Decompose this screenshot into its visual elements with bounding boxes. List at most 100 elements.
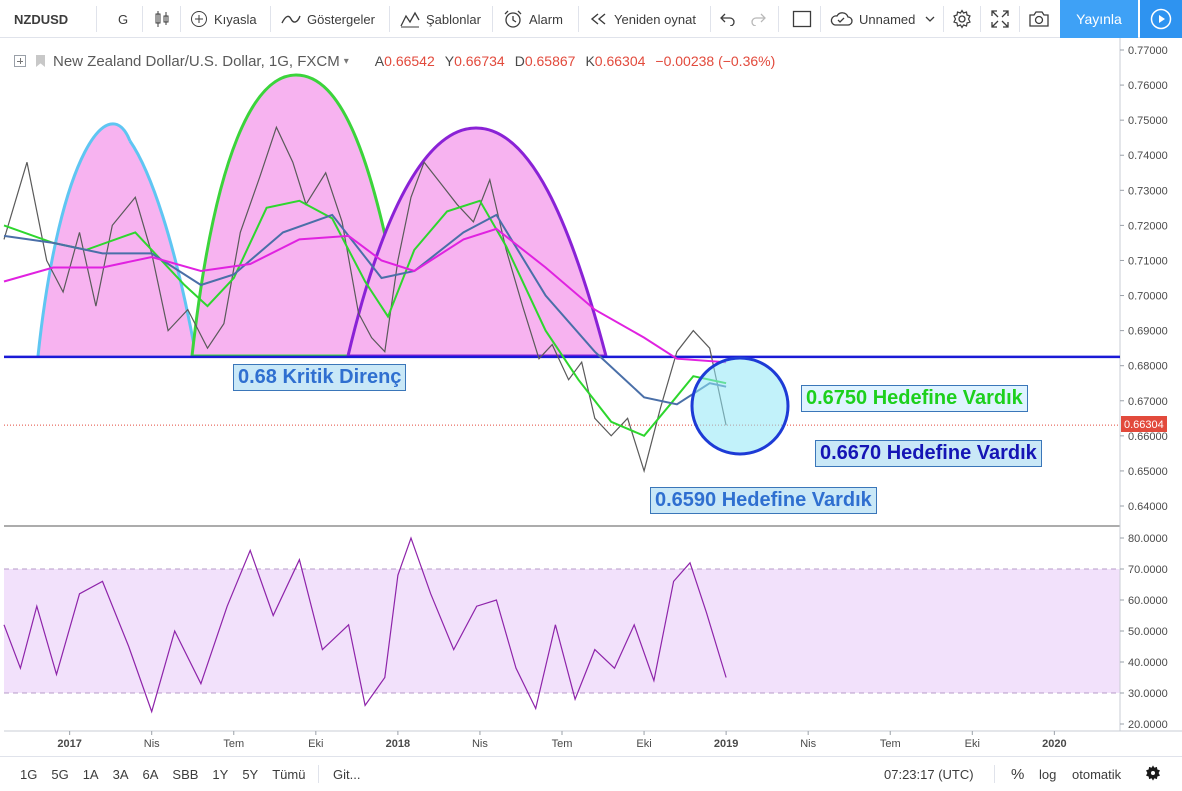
price-tick-label: 0.72000 — [1128, 220, 1168, 232]
redo-button[interactable] — [750, 0, 766, 38]
flag-icon[interactable] — [36, 55, 45, 67]
range-button-1g[interactable]: 1G — [20, 766, 38, 782]
templates-label: Şablonlar — [426, 11, 481, 27]
series-ma-fast — [3, 199, 727, 438]
divider — [180, 6, 181, 32]
legend-low: D0.65867 — [514, 53, 576, 69]
rewind-icon — [590, 12, 608, 26]
settings-button[interactable] — [952, 0, 972, 38]
price-tick-label: 0.74000 — [1128, 150, 1168, 162]
interval-button[interactable]: G — [118, 0, 128, 38]
log-scale-button[interactable]: log — [1039, 757, 1056, 791]
range-button-5y[interactable]: 5Y — [242, 766, 259, 782]
top-toolbar: NZDUSD G Kıyasla Göstergeler Şablonlar A… — [0, 0, 1182, 38]
time-tick-label: 2017 — [57, 738, 81, 750]
plus-circle-icon — [190, 10, 208, 28]
range-button-1y[interactable]: 1Y — [212, 766, 229, 782]
time-tick-label: Eki — [636, 738, 651, 750]
layout-name: Unnamed — [859, 11, 916, 27]
snapshot-button[interactable] — [1028, 0, 1050, 38]
play-button[interactable] — [1140, 0, 1182, 38]
series-ma-mid — [3, 213, 727, 406]
replay-label: Yeniden oynat — [614, 11, 696, 27]
undo-icon — [720, 12, 736, 26]
range-button-sbb[interactable]: SBB — [172, 766, 199, 782]
compare-label: Kıyasla — [214, 11, 257, 27]
goto-date-button[interactable]: Git... — [333, 757, 360, 791]
left-shoulder-outline — [128, 140, 198, 357]
range-button-1a[interactable]: 1A — [82, 766, 99, 782]
percent-label: % — [1011, 765, 1025, 783]
divider — [389, 6, 390, 32]
rsi-tick-label: 30.0000 — [1128, 688, 1168, 700]
legend-close: K0.66304 — [585, 53, 646, 69]
divider — [492, 6, 493, 32]
alert-button[interactable]: Alarm — [503, 0, 563, 38]
indicators-label: Göstergeler — [307, 11, 375, 27]
series-layer — [3, 125, 1120, 714]
rsi-tick-label: 20.0000 — [1128, 719, 1168, 731]
indicators-button[interactable]: Göstergeler — [281, 0, 375, 38]
bottom-toolbar: 1G 5G 1A 3A 6A SBB 1Y 5Y Tümü Git... 07:23:17 (U… — [0, 756, 1182, 791]
interval-label: G — [118, 11, 129, 27]
chart-settings-button[interactable] — [1145, 757, 1161, 791]
symbol-search-button[interactable]: NZDUSD — [14, 0, 68, 38]
range-button-tümü[interactable]: Tümü — [272, 766, 306, 782]
annotation-critical-resistance[interactable]: 0.68 Kritik Direnç — [233, 364, 407, 391]
range-button-6a[interactable]: 6A — [142, 766, 159, 782]
time-tick-label: Tem — [552, 738, 573, 750]
replay-button[interactable]: Yeniden oynat — [590, 0, 696, 38]
divider — [96, 6, 97, 32]
annotation-target-6750[interactable]: 0.6750 Hedefine Vardık — [801, 385, 1028, 412]
ohlc-values: A0.66542 Y0.66734 D0.65867 K0.66304 −0.0… — [375, 53, 775, 69]
price-tick-label: 0.77000 — [1128, 45, 1168, 57]
annotation-target-6590[interactable]: 0.6590 Hedefine Vardık — [650, 487, 877, 514]
redo-icon — [750, 12, 766, 26]
compare-button[interactable]: Kıyasla — [190, 0, 257, 38]
divider — [820, 6, 821, 32]
time-tick-label: Nis — [800, 738, 816, 750]
legend-title: New Zealand Dollar/U.S. Dollar, 1G, FXCM — [53, 52, 340, 70]
price-tick-label: 0.71000 — [1128, 255, 1168, 267]
divider — [943, 6, 944, 32]
candle-style-button[interactable] — [153, 0, 177, 38]
rsi-tick-label: 60.0000 — [1128, 595, 1168, 607]
rsi-tick-label: 70.0000 — [1128, 564, 1168, 576]
rsi-band — [4, 569, 1120, 693]
range-button-5g[interactable]: 5G — [51, 766, 69, 782]
percent-scale-button[interactable]: % — [1011, 757, 1024, 791]
legend-dropdown-icon[interactable]: ▾ — [343, 55, 349, 67]
price-tick-label: 0.75000 — [1128, 115, 1168, 127]
auto-scale-button[interactable]: otomatik — [1072, 757, 1121, 791]
expand-legend-icon[interactable] — [14, 55, 26, 67]
price-tick-label: 0.70000 — [1128, 291, 1168, 303]
rsi-axis: 80.0000 70.0000 60.0000 50.0000 40.0000 30.00… — [1120, 533, 1168, 731]
left-shoulder-outline — [36, 122, 132, 357]
date-range-buttons: 1G 5G 1A 3A 6A SBB 1Y 5Y Tümü — [20, 757, 305, 791]
rsi-tick-label: 40.0000 — [1128, 657, 1168, 669]
annotation-target-6670[interactable]: 0.6670 Hedefine Vardık — [815, 440, 1042, 467]
indicator-wave-icon — [281, 12, 301, 26]
price-tick-label: 0.76000 — [1128, 80, 1168, 92]
layout-menu-button[interactable]: Unnamed — [829, 0, 935, 38]
templates-button[interactable]: Şablonlar — [400, 0, 481, 38]
last-price-label: 0.66304 — [1124, 419, 1164, 431]
fullscreen-button[interactable] — [991, 0, 1009, 38]
fullscreen-layout-button[interactable] — [792, 0, 812, 38]
publish-button[interactable]: Yayınla — [1060, 0, 1138, 38]
time-tick-label: Eki — [965, 738, 980, 750]
divider — [994, 765, 995, 783]
time-tick-label: Tem — [880, 738, 901, 750]
clock[interactable]: 07:23:17 (UTC) — [884, 757, 974, 791]
time-tick-label: Tem — [223, 738, 244, 750]
divider — [270, 6, 271, 32]
range-button-3a[interactable]: 3A — [112, 766, 129, 782]
time-tick-label: 2020 — [1042, 738, 1066, 750]
chevron-down-icon — [925, 16, 935, 22]
undo-button[interactable] — [720, 0, 736, 38]
price-tick-label: 0.69000 — [1128, 326, 1168, 338]
divider — [980, 6, 981, 32]
price-tick-label: 0.73000 — [1128, 185, 1168, 197]
chart-legend: New Zealand Dollar/U.S. Dollar, 1G, FXCM… — [14, 52, 775, 70]
last-price-tag: 0.66304 — [1121, 416, 1167, 432]
